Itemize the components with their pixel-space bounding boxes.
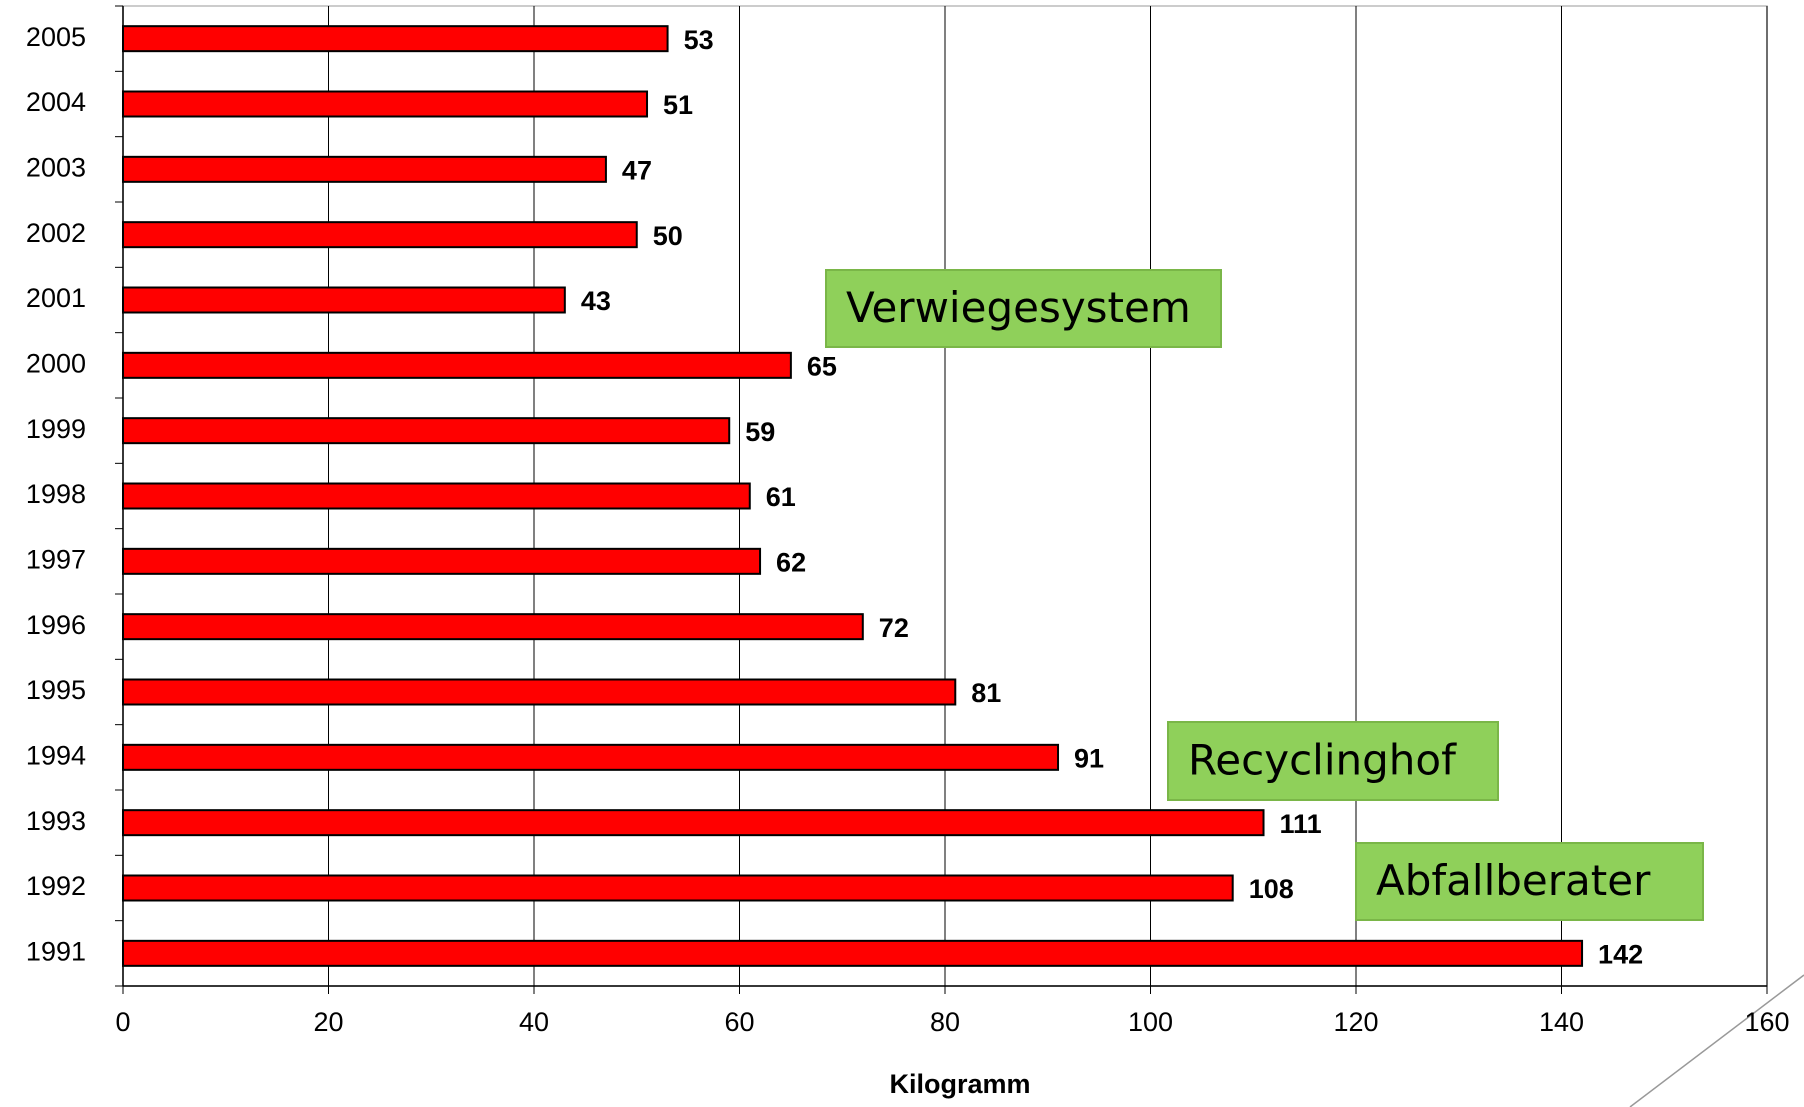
y-tick-label: 2003 — [26, 152, 86, 182]
data-label: 59 — [745, 417, 775, 447]
data-label: 61 — [766, 482, 796, 512]
bar — [122, 286, 566, 314]
x-tick-label: 100 — [1128, 1007, 1173, 1037]
annotation: Abfallberater — [1376, 856, 1651, 905]
y-tick-label: 1991 — [26, 936, 86, 966]
x-tick-label: 120 — [1333, 1007, 1378, 1037]
x-tick-label: 80 — [930, 1007, 960, 1037]
annotation-box — [1355, 842, 1704, 921]
x-tick-label: 160 — [1744, 1007, 1789, 1037]
bar — [122, 678, 957, 706]
bar — [122, 90, 649, 118]
bar — [122, 874, 1234, 902]
bar — [122, 482, 751, 510]
x-tick-label: 60 — [724, 1007, 754, 1037]
annotation: Verwiegesystem — [846, 283, 1191, 332]
y-tick-label: 1992 — [26, 871, 86, 901]
annotation-box — [1167, 721, 1499, 801]
data-label: 65 — [807, 351, 837, 381]
bar — [122, 613, 864, 641]
bar — [122, 221, 638, 249]
y-tick-label: 1993 — [26, 806, 86, 836]
bar — [122, 743, 1060, 771]
data-label: 47 — [622, 155, 652, 185]
bar — [122, 25, 669, 53]
bar — [122, 809, 1265, 837]
data-label: 50 — [653, 221, 683, 251]
x-axis-label: Kilogramm — [889, 1069, 1030, 1099]
y-tick-label: 1994 — [26, 740, 86, 770]
data-label: 51 — [663, 90, 693, 120]
bar — [122, 417, 731, 445]
y-tick-label: 1995 — [26, 675, 86, 705]
annotation-box — [825, 269, 1222, 348]
data-label: 72 — [879, 613, 909, 643]
bar — [122, 547, 762, 575]
data-label: 91 — [1074, 743, 1104, 773]
y-tick-label: 1999 — [26, 414, 86, 444]
data-label: 53 — [684, 25, 714, 55]
bar — [122, 939, 1584, 967]
y-tick-label: 2001 — [26, 283, 86, 313]
data-label: 108 — [1249, 874, 1294, 904]
x-tick-label: 40 — [519, 1007, 549, 1037]
annotation: Recyclinghof — [1188, 736, 1457, 785]
x-tick-label: 20 — [313, 1007, 343, 1037]
y-tick-label: 1996 — [26, 610, 86, 640]
y-tick-label: 2000 — [26, 348, 86, 378]
y-tick-label: 1998 — [26, 479, 86, 509]
data-label: 43 — [581, 286, 611, 316]
bar — [122, 351, 792, 379]
corner-decoration — [1629, 974, 1804, 1107]
y-tick-label: 2005 — [26, 22, 86, 52]
data-label: 111 — [1280, 809, 1322, 839]
y-tick-label: 1997 — [26, 544, 86, 574]
bar — [122, 155, 607, 183]
data-label: 62 — [776, 547, 806, 577]
y-tick-label: 2002 — [26, 218, 86, 248]
x-tick-label: 0 — [115, 1007, 130, 1037]
data-label: 81 — [971, 678, 1001, 708]
data-label: 142 — [1598, 939, 1643, 969]
y-tick-label: 2004 — [26, 87, 86, 117]
x-tick-label: 140 — [1539, 1007, 1584, 1037]
